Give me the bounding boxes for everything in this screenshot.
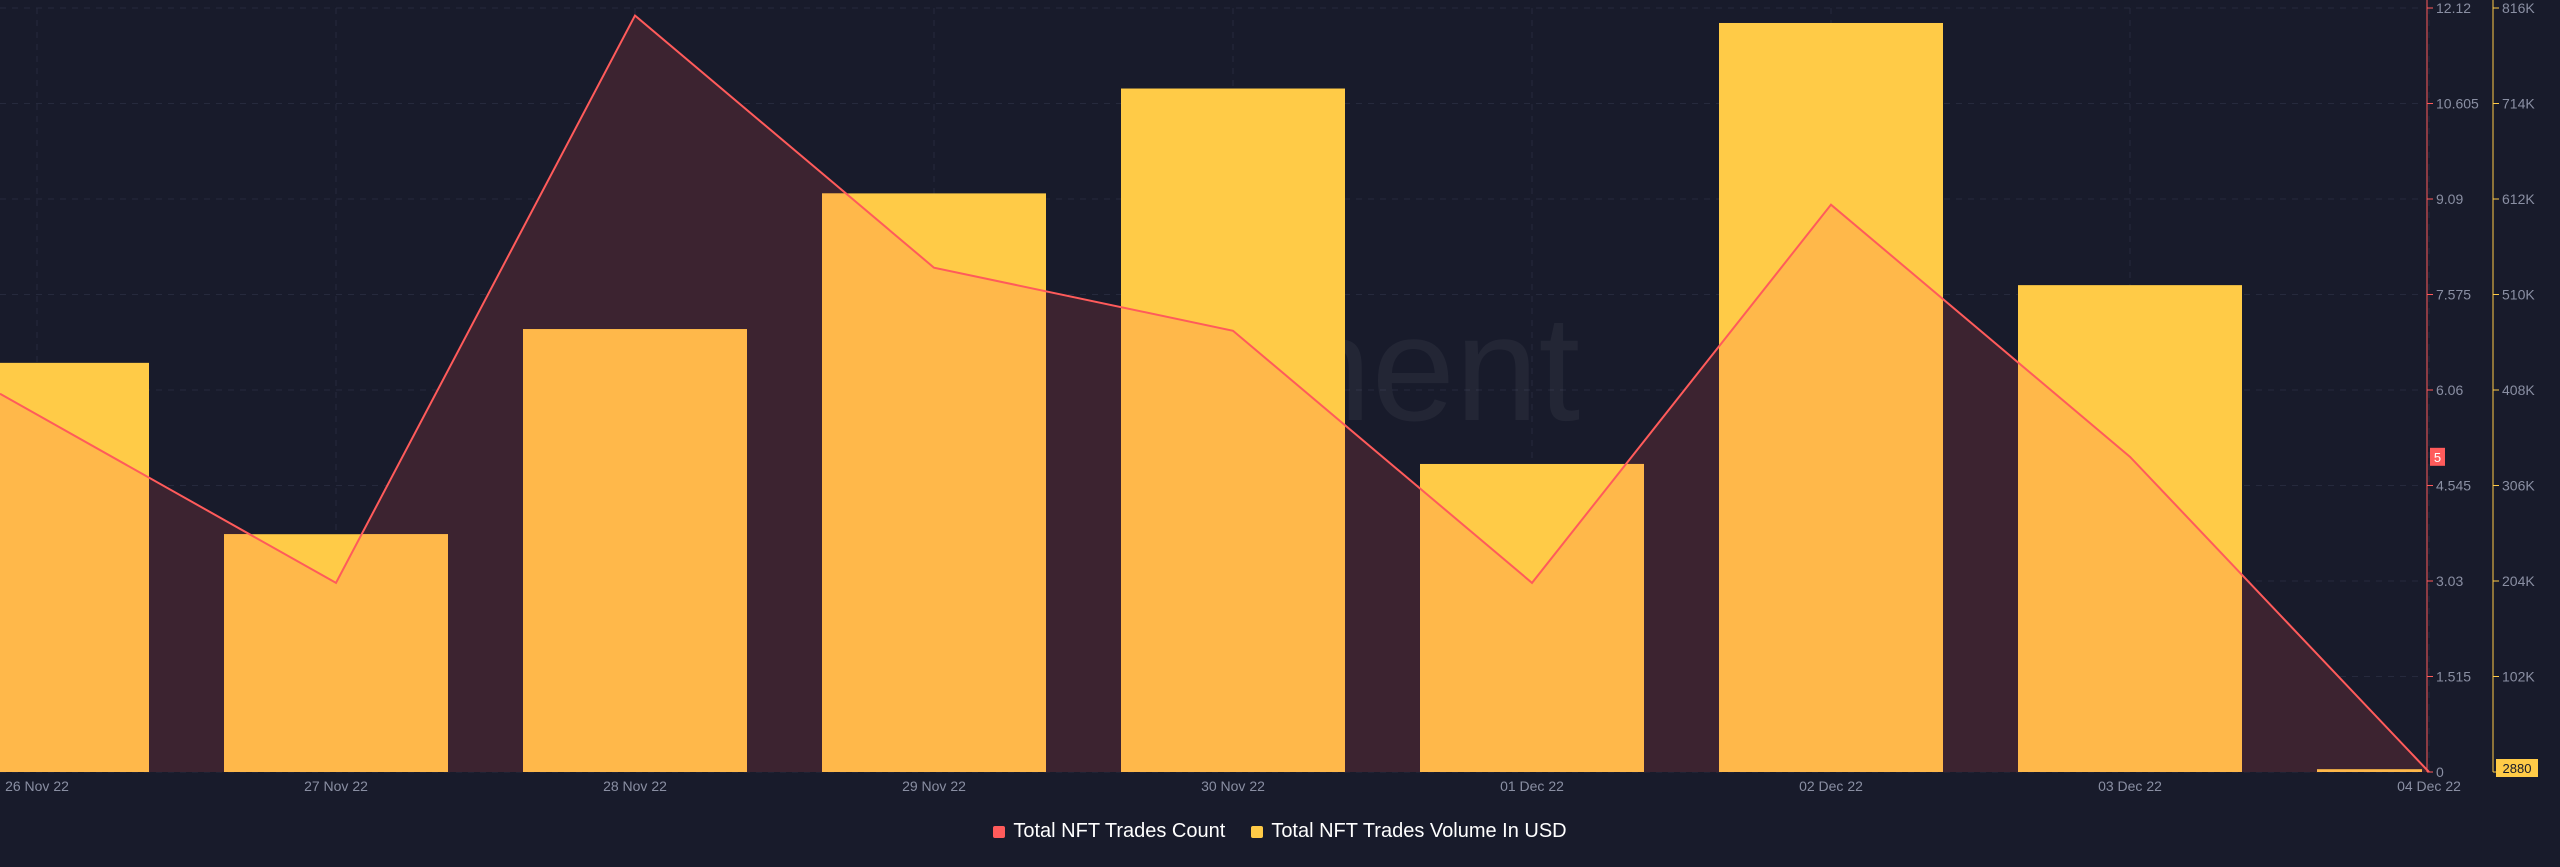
x-tick-label: 01 Dec 22 <box>1500 778 1564 794</box>
volume-axis-label: 510K <box>2502 287 2535 303</box>
volume-axis-label: 408K <box>2502 382 2535 398</box>
count-line <box>0 13 2430 773</box>
volume-bar-overlap <box>523 329 747 772</box>
x-tick-label: 02 Dec 22 <box>1799 778 1863 794</box>
legend-label-volume: Total NFT Trades Volume In USD <box>1271 820 1567 842</box>
count-axis-label: 12.12 <box>2436 0 2471 16</box>
count-axis-label: 10.605 <box>2436 96 2479 112</box>
volume-axis-label: 612K <box>2502 191 2535 207</box>
count-axis-label: 6.06 <box>2436 382 2463 398</box>
x-tick-label: 04 Dec 22 <box>2397 778 2461 794</box>
volume-bar-overlap <box>822 193 1046 773</box>
count-last-badge-text: 5 <box>2434 450 2441 465</box>
count-axis-label: 3.03 <box>2436 573 2463 589</box>
volume-axis-label: 204K <box>2502 573 2535 589</box>
x-tick-label: 26 Nov 22 <box>5 778 69 794</box>
volume-axis-label: 816K <box>2502 0 2535 16</box>
legend: Total NFT Trades Count Total NFT Trades … <box>0 820 2560 843</box>
volume-bar-overlap <box>2317 769 2422 772</box>
count-last-badge <box>2430 447 2445 466</box>
legend-label-count: Total NFT Trades Count <box>1013 820 1226 842</box>
x-tick-label: 28 Nov 22 <box>603 778 667 794</box>
x-tick-label: 29 Nov 22 <box>902 778 966 794</box>
volume-axis-label: 102K <box>2502 669 2535 685</box>
legend-swatch-volume <box>1251 825 1264 838</box>
x-tick-label: 30 Nov 22 <box>1201 778 1265 794</box>
x-tick-label: 03 Dec 22 <box>2098 778 2162 794</box>
count-axis-label: 9.09 <box>2436 191 2463 207</box>
count-axis-label: 7.575 <box>2436 287 2471 303</box>
axis-layer: 26 Nov 22 27 Nov 22 28 Nov 22 29 Nov 22 30 N… <box>5 0 2538 794</box>
count-axis-label: 1.515 <box>2436 669 2471 685</box>
count-axis-label: 4.545 <box>2436 478 2471 494</box>
volume-last-badge <box>2496 759 2538 777</box>
legend-item-count[interactable]: Total NFT Trades Count <box>993 820 1225 843</box>
volume-axis-label: 306K <box>2502 478 2535 494</box>
count-axis-label: 0 <box>2436 764 2444 780</box>
legend-item-volume[interactable]: Total NFT Trades Volume In USD <box>1251 820 1567 843</box>
line-layer <box>0 13 2430 773</box>
x-tick-label: 27 Nov 22 <box>304 778 368 794</box>
legend-swatch-count <box>993 825 1006 838</box>
volume-axis-label: 714K <box>2502 96 2535 112</box>
volume-last-badge-text: 2880 <box>2503 761 2532 776</box>
